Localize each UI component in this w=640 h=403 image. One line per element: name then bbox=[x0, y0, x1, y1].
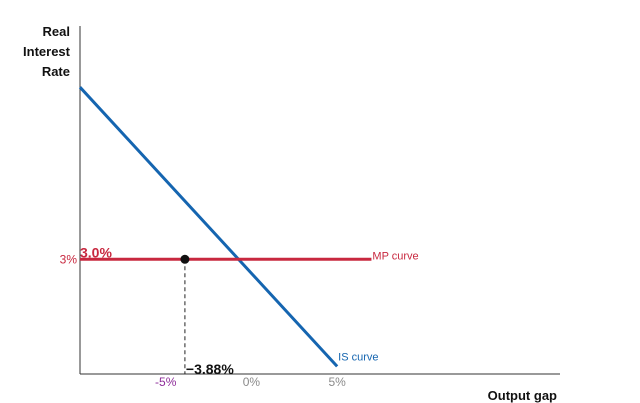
x-tick-label: -5% bbox=[155, 375, 177, 389]
is-curve-label: IS curve bbox=[338, 351, 378, 363]
equilibrium-point bbox=[180, 254, 190, 264]
equilibrium-rate-label: 3.0% bbox=[80, 244, 112, 260]
y-axis-label: Real Interest Rate bbox=[8, 22, 70, 82]
y-axis-label-line-3: Rate bbox=[41, 64, 70, 79]
x-tick-label: 0% bbox=[243, 375, 261, 389]
y-axis-label-line-2: Interest bbox=[23, 44, 70, 59]
mp-curve-label: MP curve bbox=[372, 250, 418, 262]
y-axis-label-line-1: Real bbox=[42, 24, 70, 39]
y-tick-label: 3% bbox=[60, 252, 78, 266]
x-tick-label: 5% bbox=[328, 375, 346, 389]
x-axis-label: Output gap bbox=[487, 388, 557, 403]
is-curve-line bbox=[78, 86, 339, 368]
equilibrium-gap-label: −3.88% bbox=[186, 361, 234, 377]
